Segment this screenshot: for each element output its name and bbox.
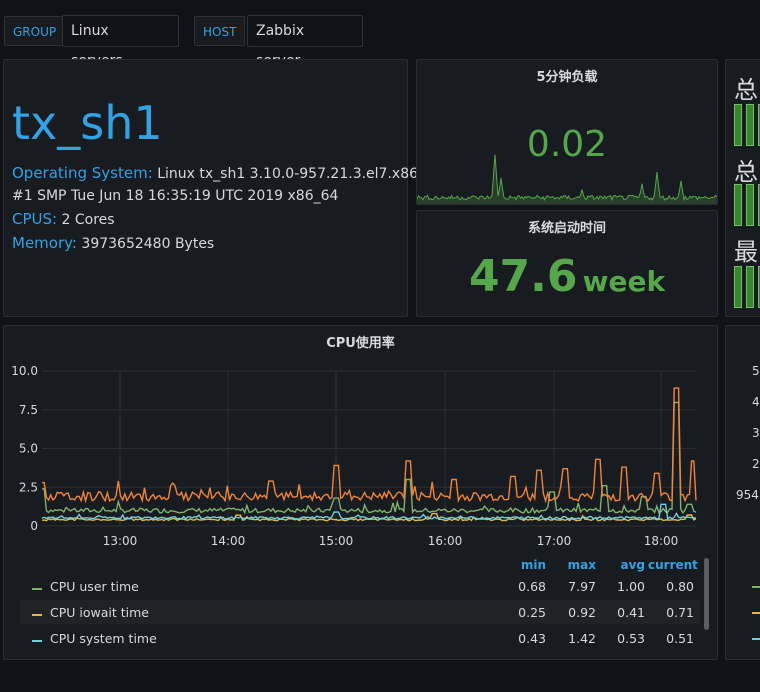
right-axis-tick: 2 xyxy=(752,457,760,471)
y-tick-label: 5.0 xyxy=(19,442,38,456)
x-axis-ticks: 13:00 14:00 15:00 16:00 17:00 18:00 xyxy=(103,534,679,548)
gauge-bar xyxy=(734,184,742,226)
gauge-title-3: 最 xyxy=(734,238,758,266)
memory-label: Memory: xyxy=(12,234,77,252)
uptime-panel[interactable]: 系统启动时间 47.6 week xyxy=(416,210,718,317)
legend-swatch[interactable] xyxy=(32,587,42,590)
legend-name[interactable]: CPU iowait time xyxy=(50,605,149,620)
legend-current: 0.51 xyxy=(666,631,694,646)
legend-avg: 0.41 xyxy=(617,605,645,620)
x-tick-label: 17:00 xyxy=(537,534,572,548)
host-name: tx_sh1 xyxy=(12,96,163,150)
gauge-bar xyxy=(758,184,760,226)
gauge-title-1: 总( xyxy=(734,76,760,104)
y-axis-ticks: 10.0 7.5 5.0 2.5 0 xyxy=(11,364,38,533)
legend-max: 7.97 xyxy=(568,579,596,594)
uptime-unit: week xyxy=(582,265,666,298)
host-info-panel: tx_sh1 Operating System: Linux tx_sh1 3.… xyxy=(3,59,443,317)
memory-line: Memory: 3973652480 Bytes xyxy=(12,234,214,252)
gauge-title-2: 总| xyxy=(734,158,760,186)
legend-header-min[interactable]: min xyxy=(520,558,546,572)
x-tick-label: 16:00 xyxy=(428,534,463,548)
series-line[interactable] xyxy=(42,387,697,504)
right-axis-tick: 5 xyxy=(752,364,760,378)
host-variable-label: HOST xyxy=(194,16,246,46)
gauge-bar xyxy=(734,104,742,146)
memory-value: 3973652480 Bytes xyxy=(81,236,215,252)
cpus-value: 2 Cores xyxy=(61,212,115,228)
x-tick-label: 15:00 xyxy=(319,534,354,548)
legend-row-user[interactable]: CPU user time 0.68 7.97 1.00 0.80 xyxy=(20,574,700,598)
cpu-panel-title: CPU使用率 xyxy=(326,336,395,351)
uptime-value: 47.6 xyxy=(468,251,578,302)
series-line[interactable] xyxy=(42,401,697,515)
y-tick-label: 7.5 xyxy=(19,403,38,417)
gauge-bar xyxy=(758,104,760,146)
x-tick-label: 14:00 xyxy=(211,534,246,548)
uptime-panel-title: 系统启动时间 xyxy=(527,221,606,236)
legend-avg: 0.53 xyxy=(617,631,645,646)
legend-row-iowait[interactable]: CPU iowait time 0.25 0.92 0.41 0.71 xyxy=(20,600,700,624)
load-value: 0.02 xyxy=(526,124,608,165)
gauge-bar xyxy=(746,266,754,308)
right-axis-tick: 4 xyxy=(752,395,760,409)
legend-swatch[interactable] xyxy=(32,613,42,616)
series-line[interactable] xyxy=(41,503,696,521)
cpus-label: CPUS: xyxy=(12,210,58,228)
os-line: Operating System: Linux tx_sh1 3.10.0-95… xyxy=(12,164,443,182)
legend-max: 1.42 xyxy=(568,631,596,646)
y-tick-label: 2.5 xyxy=(19,480,38,494)
legend-swatch xyxy=(752,586,760,588)
legend-name[interactable]: CPU system time xyxy=(50,631,157,646)
right-axis-tick: 954 xyxy=(736,488,759,502)
os-value-continued: #1 SMP Tue Jun 18 16:35:19 UTC 2019 x86_… xyxy=(12,188,339,204)
cpus-line: CPUS: 2 Cores xyxy=(12,210,115,228)
legend-current: 0.80 xyxy=(666,579,694,594)
right-gauge-panel: 总( 总| 最 xyxy=(725,59,760,317)
legend-min: 0.43 xyxy=(518,631,546,646)
group-select[interactable]: Linux servers⌄ xyxy=(62,15,179,69)
cpu-chart[interactable]: 10.0 7.5 5.0 2.5 0 13:00 14:00 15:00 16:00 17:00… xyxy=(4,356,717,556)
load-panel-title: 5分钟负载 xyxy=(536,70,598,85)
host-select[interactable]: Zabbix server⌄ xyxy=(247,15,363,69)
legend-swatch xyxy=(752,612,760,614)
legend-avg: 1.00 xyxy=(617,579,645,594)
legend-row-system[interactable]: CPU system time 0.43 1.42 0.53 0.51 xyxy=(20,626,700,650)
legend-current: 0.71 xyxy=(666,605,694,620)
cpu-usage-panel[interactable]: CPU使用率 10.0 7.5 5.0 2.5 0 13:00 14:00 15:00 16:… xyxy=(3,325,718,660)
group-variable-label: GROUP xyxy=(4,16,66,46)
gauge-bar xyxy=(746,104,754,146)
legend-header-avg[interactable]: avg xyxy=(620,558,645,572)
load-panel[interactable]: 5分钟负载 0.02 xyxy=(416,59,718,205)
load-sparkline xyxy=(417,154,717,204)
y-tick-label: 0 xyxy=(30,519,38,533)
legend-max: 0.92 xyxy=(568,605,596,620)
chart-grid xyxy=(42,370,696,527)
sparkline-line xyxy=(417,154,717,202)
legend-swatch xyxy=(752,638,760,640)
gauge-bar xyxy=(758,266,760,308)
x-tick-label: 13:00 xyxy=(103,534,138,548)
right-axis-tick: 3 xyxy=(752,426,760,440)
legend-header-max[interactable]: max xyxy=(567,558,596,572)
os-label: Operating System: xyxy=(12,164,153,182)
legend-swatch[interactable] xyxy=(32,639,42,642)
legend-header-current[interactable]: current xyxy=(648,558,698,572)
sparkline-area xyxy=(417,154,717,204)
x-tick-label: 18:00 xyxy=(644,534,679,548)
legend-min: 0.68 xyxy=(518,579,546,594)
legend-min: 0.25 xyxy=(518,605,546,620)
right-chart-panel: 5 4 3 2 954 xyxy=(725,325,760,660)
os-value: Linux tx_sh1 3.10.0-957.21.3.el7.x86_64 xyxy=(157,166,443,182)
gauge-bar xyxy=(746,184,754,226)
legend-scrollbar[interactable] xyxy=(704,558,709,630)
uptime-value-row: 47.6 week xyxy=(417,251,717,302)
legend-name[interactable]: CPU user time xyxy=(50,579,139,594)
gauge-bar xyxy=(734,266,742,308)
chart-series xyxy=(41,387,697,522)
y-tick-label: 10.0 xyxy=(11,364,38,378)
